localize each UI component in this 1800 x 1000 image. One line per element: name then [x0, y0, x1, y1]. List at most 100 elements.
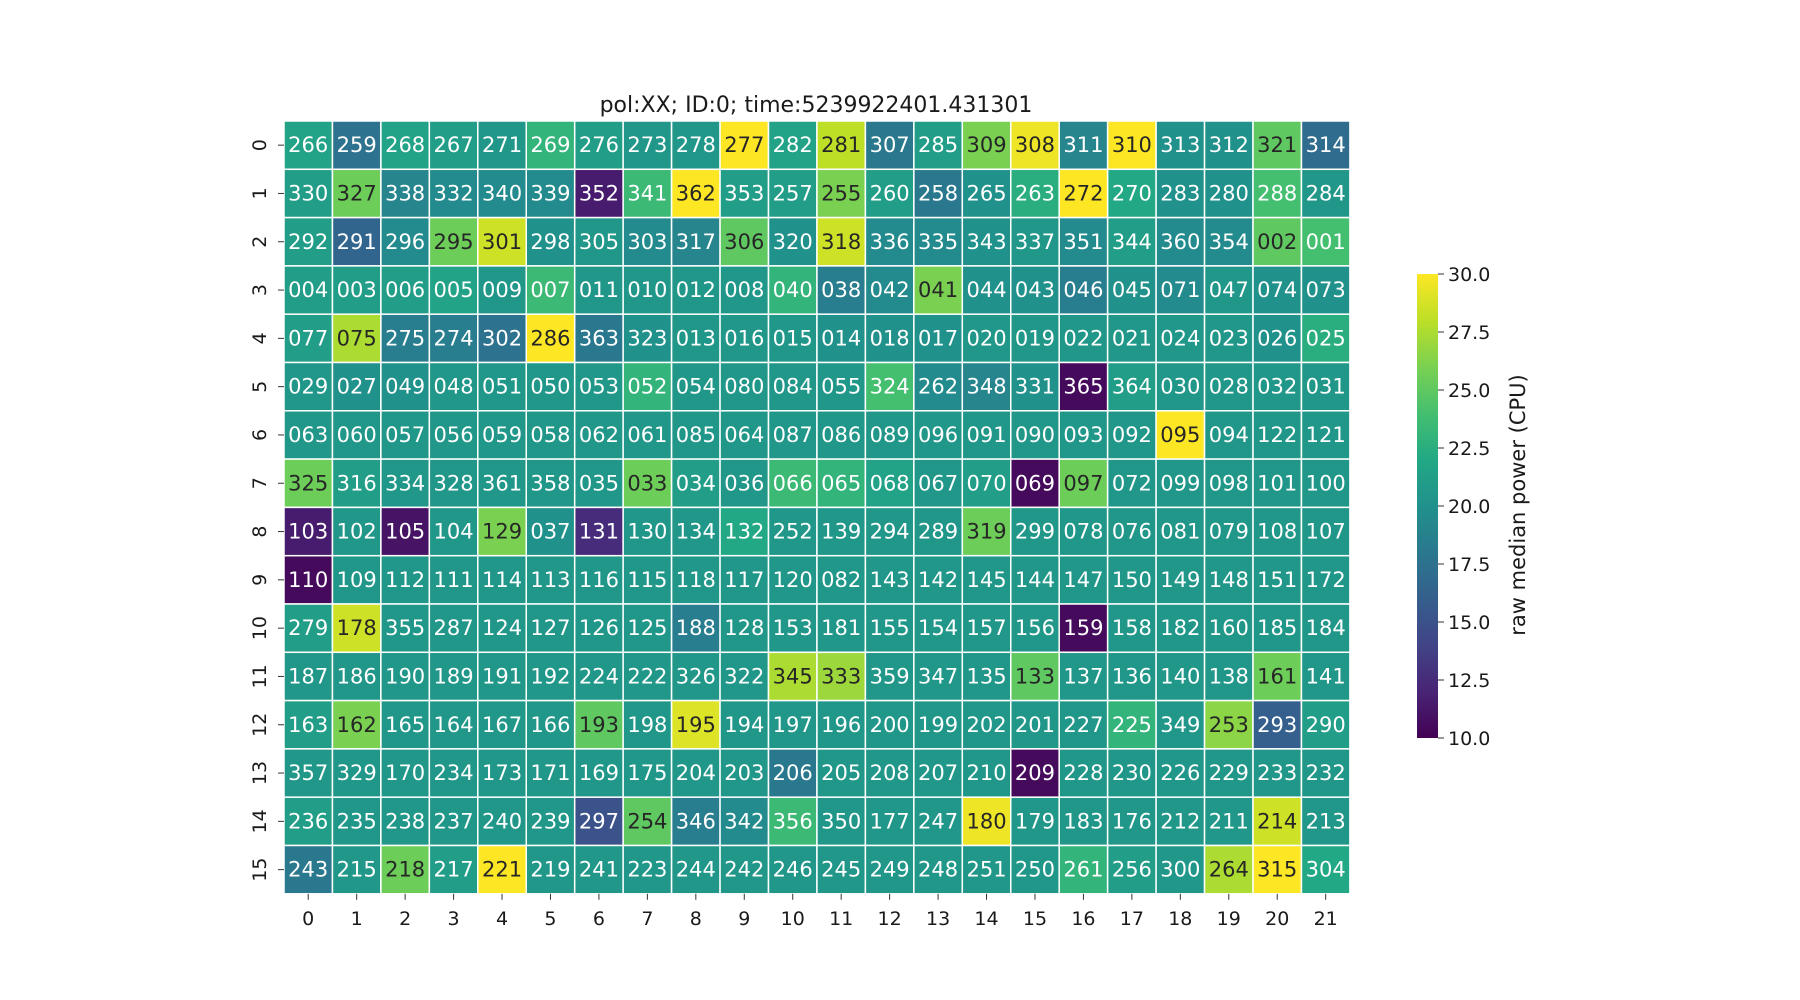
- cell-annotation: 252: [773, 520, 813, 544]
- cell-annotation: 002: [1257, 230, 1297, 254]
- cell-annotation: 014: [821, 326, 861, 350]
- cell-annotation: 224: [579, 664, 619, 688]
- cell-annotation: 061: [627, 423, 667, 447]
- cell-annotation: 114: [482, 568, 522, 592]
- cell-annotation: 300: [1160, 858, 1200, 882]
- cell-annotation: 190: [385, 664, 425, 688]
- cell-annotation: 020: [966, 326, 1006, 350]
- cell-annotation: 093: [1063, 423, 1103, 447]
- cell-annotation: 262: [918, 375, 958, 399]
- cell-annotation: 149: [1160, 568, 1200, 592]
- cell-annotation: 131: [579, 520, 619, 544]
- heatmap-cell: [913, 603, 964, 654]
- heatmap-cell: [477, 506, 527, 557]
- x-tick-label: 2: [399, 908, 411, 930]
- y-tick-label: 9: [249, 574, 271, 586]
- heatmap-cell: [283, 265, 334, 315]
- cell-annotation: 074: [1257, 278, 1297, 302]
- cell-annotation: 237: [434, 809, 474, 833]
- cell-annotation: 347: [918, 664, 958, 688]
- x-tick-label: 20: [1265, 908, 1289, 930]
- cell-annotation: 157: [966, 616, 1006, 640]
- cell-annotation: 219: [530, 858, 570, 882]
- cell-annotation: 339: [530, 181, 570, 205]
- cell-annotation: 022: [1063, 326, 1103, 350]
- cell-annotation: 153: [773, 616, 813, 640]
- cell-annotation: 192: [530, 664, 570, 688]
- cell-annotation: 361: [482, 471, 522, 495]
- heatmap-cell: [767, 506, 818, 557]
- heatmap-cell: [1252, 506, 1303, 557]
- cell-annotation: 049: [385, 375, 425, 399]
- cell-annotation: 110: [288, 568, 328, 592]
- cell-annotation: 186: [337, 664, 377, 688]
- heatmap-cell: [1058, 844, 1109, 895]
- heatmap-cell: [864, 265, 915, 315]
- y-tick-label: 15: [249, 858, 271, 882]
- cell-annotation: 169: [579, 761, 619, 785]
- cell-annotation: 016: [724, 326, 764, 350]
- cell-annotation: 098: [1209, 471, 1249, 495]
- heatmap-cell: [1010, 554, 1060, 605]
- cell-annotation: 178: [337, 616, 377, 640]
- cell-annotation: 028: [1209, 375, 1249, 399]
- cell-annotation: 298: [530, 230, 570, 254]
- cell-annotation: 292: [288, 230, 328, 254]
- cell-annotation: 113: [530, 568, 570, 592]
- cell-annotation: 222: [627, 664, 667, 688]
- cell-annotation: 288: [1257, 181, 1297, 205]
- heatmap-cell: [1300, 120, 1351, 171]
- cell-annotation: 334: [385, 471, 425, 495]
- colorbar-tick-label: 22.5: [1448, 438, 1490, 460]
- cell-annotation: 054: [676, 375, 716, 399]
- cell-annotation: 352: [579, 181, 619, 205]
- cell-annotation: 349: [1160, 713, 1200, 737]
- heatmap-cell: [283, 458, 334, 509]
- cell-annotation: 066: [773, 471, 813, 495]
- heatmap-cell: [331, 603, 382, 654]
- x-tick-label: 3: [448, 908, 460, 930]
- cell-annotation: 116: [579, 568, 619, 592]
- heatmap-cell: [622, 796, 673, 847]
- heatmap-cell: [1010, 651, 1060, 702]
- x-tick-label: 5: [544, 908, 556, 930]
- heatmap-cell: [719, 554, 770, 605]
- heatmap-cell: [961, 603, 1012, 654]
- x-tick-label: 6: [593, 908, 605, 930]
- heatmap-cell: [380, 844, 431, 895]
- heatmap-cell: [573, 603, 624, 654]
- cell-annotation: 227: [1063, 713, 1103, 737]
- cell-annotation: 158: [1112, 616, 1152, 640]
- heatmap-cell: [1058, 748, 1109, 798]
- x-tick-label: 17: [1120, 908, 1144, 930]
- cell-annotation: 248: [918, 858, 958, 882]
- cell-annotation: 161: [1257, 664, 1297, 688]
- cell-annotation: 313: [1160, 133, 1200, 157]
- cell-annotation: 004: [288, 278, 328, 302]
- cell-annotation: 276: [579, 133, 619, 157]
- cell-annotation: 274: [434, 326, 474, 350]
- heatmap-cell: [1155, 506, 1206, 557]
- cell-annotation: 136: [1112, 664, 1152, 688]
- heatmap-cell: [1058, 410, 1109, 460]
- heatmap-cell: [816, 603, 867, 654]
- cell-annotation: 182: [1160, 616, 1200, 640]
- cell-annotation: 326: [676, 664, 716, 688]
- cell-annotation: 052: [627, 375, 667, 399]
- cell-annotation: 164: [434, 713, 474, 737]
- cell-annotation: 293: [1257, 713, 1297, 737]
- heatmap-cell: [1300, 699, 1351, 750]
- heatmap-cell: [1155, 410, 1206, 460]
- cell-annotation: 055: [821, 375, 861, 399]
- cell-annotation: 195: [676, 713, 716, 737]
- cell-annotation: 124: [482, 616, 522, 640]
- cell-annotation: 250: [1015, 858, 1055, 882]
- cell-annotation: 006: [385, 278, 425, 302]
- cell-annotation: 270: [1112, 181, 1152, 205]
- heatmap-cell: [525, 796, 576, 847]
- heatmap-cell: [1300, 410, 1351, 460]
- heatmap-cell: [1155, 554, 1206, 605]
- heatmap-cell: [1155, 796, 1206, 847]
- cell-annotation: 151: [1257, 568, 1297, 592]
- cell-annotation: 062: [579, 423, 619, 447]
